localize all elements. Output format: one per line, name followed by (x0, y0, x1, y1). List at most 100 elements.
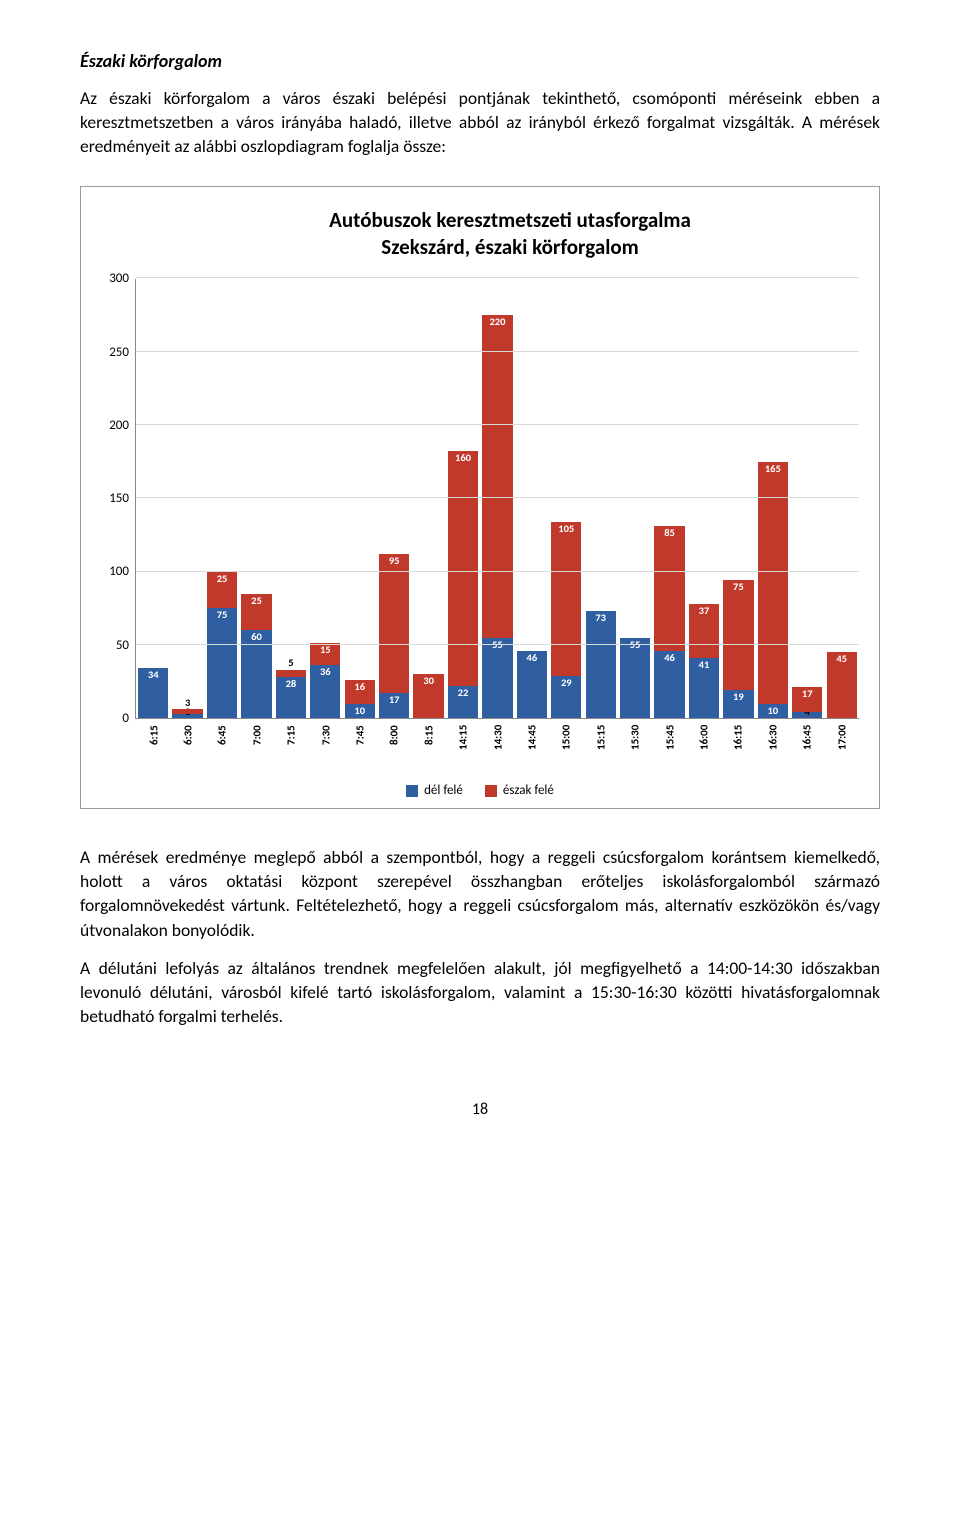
bar-slot: 29 105 (549, 522, 583, 719)
x-tick-label: 7:15 (274, 725, 308, 769)
x-tick-label: 8:00 (377, 725, 411, 769)
bar-segment-del: 28 (276, 677, 306, 718)
stacked-bar: 60 25 (241, 594, 271, 719)
stacked-bar: 33 (172, 709, 202, 718)
bar-slot: 46 (515, 651, 549, 718)
x-tick-label: 16:45 (790, 725, 824, 769)
bar-segment-del: 22 (448, 686, 478, 718)
stacked-bar: 22 160 (448, 451, 478, 718)
page-number: 18 (80, 1100, 880, 1119)
chart-title-line2: Szekszárd, északi körforgalom (381, 234, 638, 260)
bar-value-label: 25 (251, 596, 262, 607)
bar-value-label: 160 (455, 453, 471, 464)
bar-value-label: 75 (217, 610, 228, 621)
legend-swatch (406, 785, 418, 797)
bar-value-label: 105 (558, 524, 574, 535)
bar-value-label: 36 (320, 667, 331, 678)
bar-value-label: 30 (423, 676, 434, 687)
stacked-bar: 1016 (345, 680, 375, 718)
bar-value-label: 10 (354, 706, 365, 717)
bar-segment-del: 3 (172, 714, 202, 718)
y-axis: 300250200150100500 (101, 279, 135, 719)
bar-slot: 75 25 (205, 572, 239, 719)
stacked-bar: 75 25 (207, 572, 237, 719)
x-tick-label: 15:15 (584, 725, 618, 769)
bar-segment-eszak: 25 (207, 572, 237, 609)
x-tick-label: 6:30 (171, 725, 205, 769)
bar-segment-del: 55 (482, 638, 512, 719)
x-tick-label: 6:15 (137, 725, 171, 769)
bar-slot: 34 (136, 668, 170, 718)
bar-segment-eszak: 95 (379, 554, 409, 693)
chart-legend: dél feléészak felé (101, 783, 859, 798)
plot-wrap: 300250200150100500 343375256025285361510… (101, 279, 859, 719)
bar-value-label: 85 (664, 528, 675, 539)
bar-slot: 3615 (308, 643, 342, 718)
bar-slot: 22 160 (446, 451, 480, 718)
bar-segment-del: 73 (586, 611, 616, 718)
gridline (136, 351, 859, 352)
stacked-bar: 55 220 (482, 315, 512, 718)
bar-value-label: 220 (489, 317, 505, 328)
legend-swatch (485, 785, 497, 797)
x-axis: 6:156:306:457:007:157:307:458:008:1514:1… (137, 725, 860, 769)
stacked-bar: 1795 (379, 554, 409, 718)
stacked-bar: 46 (517, 651, 547, 718)
gridline (136, 277, 859, 278)
stacked-bar: 34 (138, 668, 168, 718)
bar-segment-eszak: 15 (310, 643, 340, 665)
bar-slot: 73 (583, 611, 617, 718)
intro-paragraph: Az északi körforgalom a város északi bel… (80, 86, 880, 158)
x-tick-label: 15:00 (549, 725, 583, 769)
bar-segment-del: 41 (689, 658, 719, 718)
x-axis-spacer (101, 725, 137, 769)
bar-slot: 030 (411, 674, 445, 718)
bar-segment-eszak: 25 (241, 594, 271, 631)
bar-segment-eszak: 160 (448, 451, 478, 686)
bar-value-label: 25 (217, 574, 228, 585)
bar-slot: 55 (618, 638, 652, 719)
x-tick-label: 7:45 (343, 725, 377, 769)
bar-segment-eszak: 17 (792, 687, 822, 712)
bar-value-label: 46 (664, 653, 675, 664)
bar-slot: 285 (274, 670, 308, 718)
bar-segment-eszak: 75 (723, 580, 753, 690)
bar-value-label: 41 (699, 660, 710, 671)
bar-segment-del: 36 (310, 665, 340, 718)
bar-segment-eszak: 45 (827, 652, 857, 718)
bar-value-label: 75 (733, 582, 744, 593)
bar-value-label: 73 (595, 613, 606, 624)
x-tick-label: 8:15 (412, 725, 446, 769)
bar-value-label: 17 (802, 689, 813, 700)
stacked-bar: 4137 (689, 604, 719, 718)
body-paragraph-1: A mérések eredménye meglepő abból a szem… (80, 845, 880, 942)
bar-value-label: 60 (251, 632, 262, 643)
bar-slot: 46 85 (652, 526, 686, 718)
bar-value-label: 29 (561, 678, 572, 689)
stacked-bar: 1975 (723, 580, 753, 718)
bar-value-label: 28 (286, 679, 297, 690)
bar-value-label: 5 (288, 658, 293, 669)
x-tick-label: 16:15 (721, 725, 755, 769)
chart-container: Autóbuszok keresztmetszeti utasforgalma … (80, 186, 880, 809)
bars-layer: 3433752560252853615101617950302216055220… (136, 279, 859, 718)
bar-slot: 60 25 (239, 594, 273, 719)
bar-value-label: 46 (527, 653, 538, 664)
x-tick-label: 7:00 (240, 725, 274, 769)
bar-segment-eszak: 220 (482, 315, 512, 638)
stacked-bar: 45 (827, 652, 857, 718)
bar-segment-eszak: 3 (172, 709, 202, 713)
x-tick-label: 15:30 (618, 725, 652, 769)
x-tick-label: 7:30 (309, 725, 343, 769)
bar-segment-del: 29 (551, 676, 581, 719)
stacked-bar: 030 (413, 674, 443, 718)
bar-value-label: 17 (389, 695, 400, 706)
stacked-bar: 55 (620, 638, 650, 719)
legend-label: dél felé (424, 783, 463, 798)
legend-item: dél felé (406, 783, 463, 798)
bar-segment-eszak: 85 (654, 526, 684, 651)
bar-segment-del: 46 (517, 651, 547, 718)
stacked-bar: 3615 (310, 643, 340, 718)
x-tick-label: 17:00 (825, 725, 859, 769)
x-tick-label: 14:45 (515, 725, 549, 769)
